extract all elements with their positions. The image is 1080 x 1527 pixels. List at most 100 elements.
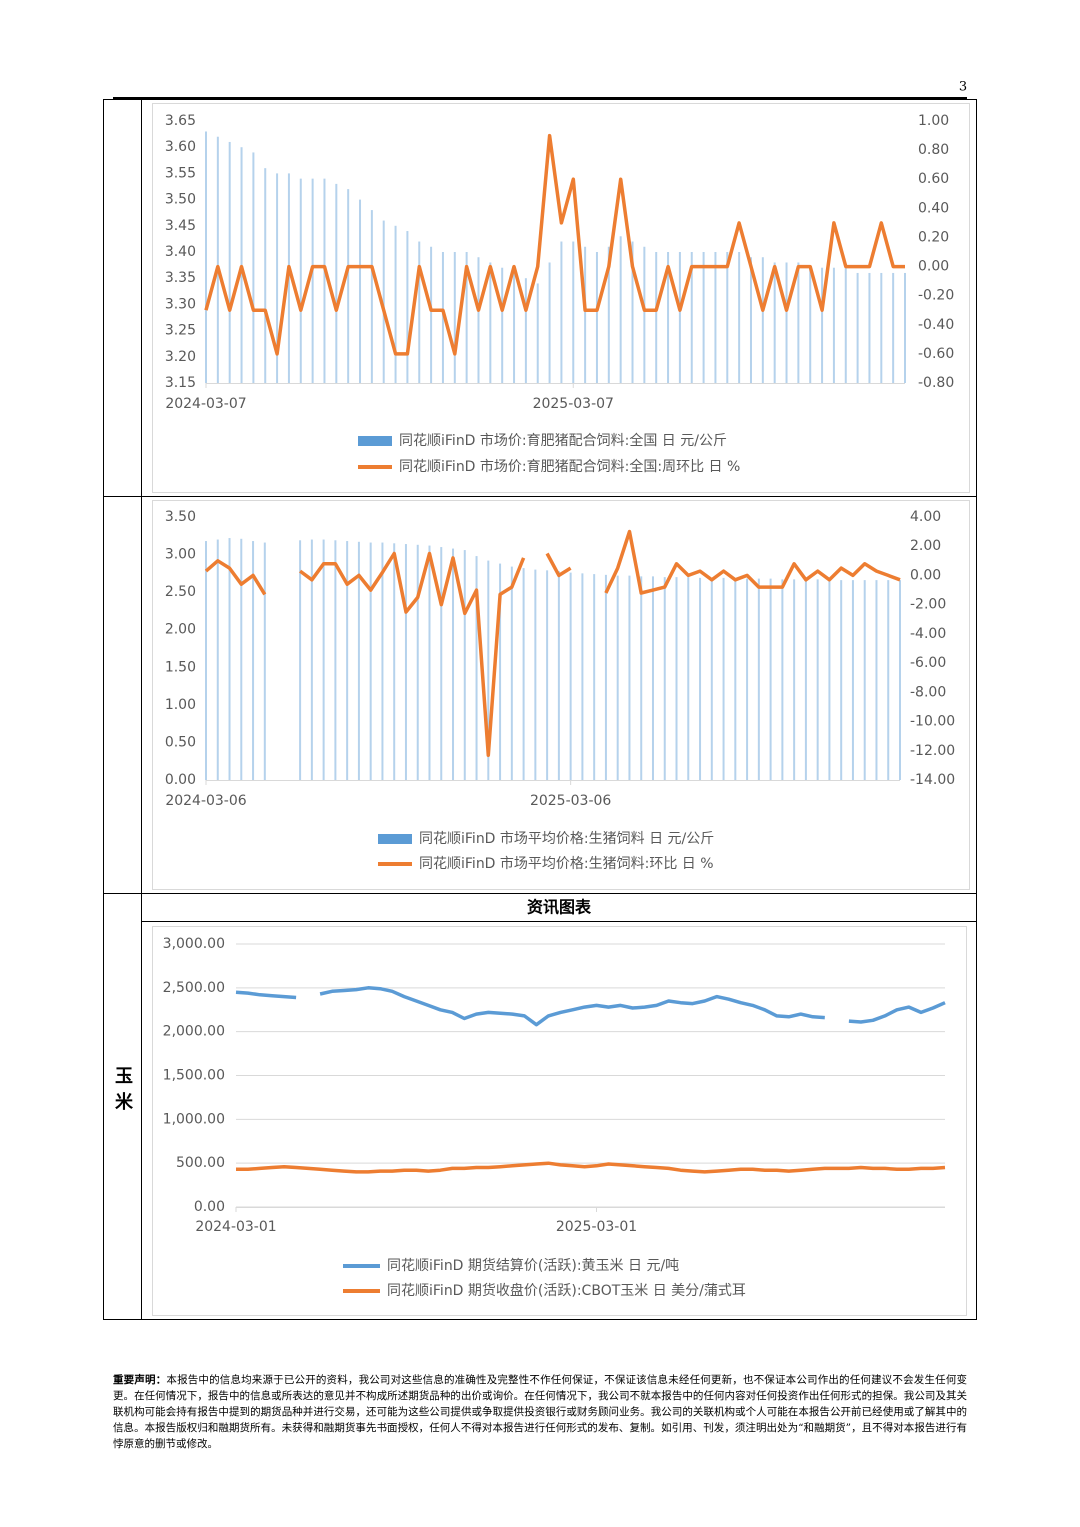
x-tick-label: 2024-03-06 bbox=[165, 793, 246, 809]
bar bbox=[465, 252, 468, 383]
bar bbox=[311, 178, 314, 383]
bar bbox=[252, 541, 255, 780]
bar bbox=[228, 538, 231, 780]
bar bbox=[726, 252, 729, 383]
y-tick-label: 3.45 bbox=[165, 218, 196, 234]
bar bbox=[323, 178, 326, 383]
y-tick-label: 1.00 bbox=[165, 697, 196, 713]
bar bbox=[346, 541, 349, 780]
bar bbox=[299, 540, 302, 780]
y2-tick-label: 0.00 bbox=[918, 259, 949, 275]
y2-tick-label: -10.00 bbox=[910, 714, 955, 730]
bar bbox=[904, 272, 906, 383]
bar bbox=[216, 539, 219, 780]
bar bbox=[892, 272, 895, 383]
bar bbox=[738, 252, 741, 383]
bar bbox=[584, 246, 587, 383]
bar bbox=[310, 539, 313, 780]
bar bbox=[334, 540, 337, 780]
bar bbox=[572, 241, 575, 383]
legend-label: 同花顺iFinD 期货收盘价(活跃):CBOT玉米 日 美分/蒲式耳 bbox=[387, 1282, 746, 1299]
bar bbox=[416, 544, 419, 780]
line bbox=[235, 986, 946, 1027]
bar bbox=[616, 575, 619, 780]
bar bbox=[418, 241, 421, 383]
chart-frame bbox=[152, 926, 967, 1316]
bar bbox=[252, 152, 255, 383]
y-tick-label: 1,500.00 bbox=[163, 1068, 225, 1084]
bar bbox=[757, 578, 760, 780]
y2-tick-label: -0.40 bbox=[918, 317, 954, 333]
y-tick-label: 3.30 bbox=[165, 296, 196, 312]
bar bbox=[322, 539, 325, 780]
bar bbox=[453, 252, 456, 383]
bar bbox=[651, 576, 654, 780]
bar bbox=[452, 548, 455, 780]
bar bbox=[548, 262, 551, 383]
bar bbox=[357, 541, 360, 780]
bar bbox=[714, 252, 717, 383]
bar bbox=[428, 545, 431, 780]
bar bbox=[463, 550, 466, 780]
bar bbox=[536, 283, 539, 383]
bar bbox=[216, 136, 219, 383]
y-tick-label: 2.50 bbox=[165, 584, 196, 600]
y-tick-label: 3.55 bbox=[165, 165, 196, 181]
bar bbox=[785, 262, 788, 383]
bar bbox=[710, 577, 713, 780]
y2-tick-label: -0.80 bbox=[918, 375, 954, 391]
bar bbox=[263, 542, 266, 780]
y-tick-label: 500.00 bbox=[176, 1155, 225, 1171]
disclaimer: 重要声明：本报告中的信息均来源于已公开的资料，我公司对这些信息的准确性及完整性不… bbox=[113, 1372, 967, 1452]
bar bbox=[809, 267, 812, 383]
line bbox=[236, 1161, 946, 1174]
y2-tick-label: 1.00 bbox=[918, 113, 949, 129]
table-border bbox=[103, 99, 977, 1320]
bar bbox=[557, 571, 560, 780]
bar bbox=[769, 578, 772, 780]
bar bbox=[875, 580, 878, 780]
y-tick-label: 3.15 bbox=[165, 375, 196, 391]
page-number: 3 bbox=[959, 80, 967, 95]
bar bbox=[856, 272, 859, 383]
y2-tick-label: -8.00 bbox=[910, 684, 946, 700]
bar bbox=[595, 252, 598, 383]
bar bbox=[663, 577, 666, 780]
y2-tick-label: 0.40 bbox=[918, 200, 949, 216]
y2-tick-label: -6.00 bbox=[910, 655, 946, 671]
bar bbox=[887, 580, 890, 780]
y2-tick-label: -4.00 bbox=[910, 626, 946, 642]
y-tick-label: 0.50 bbox=[165, 734, 196, 750]
y-tick-label: 3.60 bbox=[165, 139, 196, 155]
disclaimer-text: 本报告中的信息均来源于已公开的资料，我公司对这些信息的准确性及完整性不作任何保证… bbox=[113, 1374, 968, 1450]
y-tick-label: 2,000.00 bbox=[163, 1024, 225, 1040]
bar bbox=[640, 576, 643, 780]
bar bbox=[475, 556, 478, 780]
bar bbox=[430, 246, 433, 383]
y-tick-label: 3.50 bbox=[165, 509, 196, 525]
bar bbox=[299, 178, 302, 383]
legend-label: 同花顺iFinD 期货结算价(活跃):黄玉米 日 元/吨 bbox=[387, 1257, 679, 1274]
y-tick-label: 1,000.00 bbox=[163, 1111, 225, 1127]
bar bbox=[868, 272, 871, 383]
bar bbox=[793, 579, 796, 780]
bar bbox=[863, 580, 866, 780]
bar bbox=[369, 542, 372, 780]
bar bbox=[816, 579, 819, 780]
y-tick-label: 3.35 bbox=[165, 270, 196, 286]
chart-frame bbox=[152, 500, 970, 890]
bar bbox=[546, 570, 549, 780]
bar bbox=[347, 189, 350, 383]
y2-tick-label: -2.00 bbox=[910, 597, 946, 613]
bar bbox=[569, 572, 572, 780]
bar bbox=[690, 252, 693, 383]
y-tick-label: 3.25 bbox=[165, 323, 196, 339]
bar bbox=[734, 578, 737, 780]
bar bbox=[722, 577, 725, 780]
disclaimer-title: 重要声明： bbox=[113, 1374, 167, 1386]
y-tick-label: 3.40 bbox=[165, 244, 196, 260]
y2-tick-label: -0.20 bbox=[918, 288, 954, 304]
legend-label: 同花顺iFinD 市场平均价格:生猪饲料:环比 日 % bbox=[419, 855, 714, 872]
